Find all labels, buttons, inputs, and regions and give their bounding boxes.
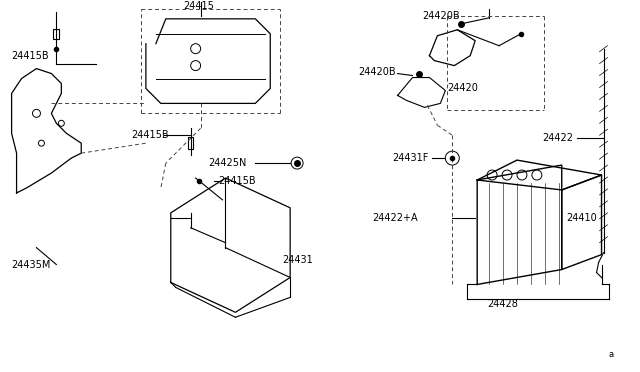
Text: 24435M: 24435M: [12, 260, 51, 270]
Text: 24422: 24422: [542, 133, 573, 143]
Circle shape: [517, 170, 527, 180]
Text: 24431: 24431: [282, 254, 313, 264]
Text: 24420B: 24420B: [422, 11, 460, 21]
Text: 24420B: 24420B: [358, 67, 396, 77]
Circle shape: [532, 170, 542, 180]
Text: 24431F: 24431F: [392, 153, 429, 163]
Text: 24428: 24428: [487, 299, 518, 310]
Circle shape: [502, 170, 512, 180]
Text: a: a: [609, 350, 614, 359]
Circle shape: [487, 170, 497, 180]
Text: 24422+A: 24422+A: [372, 213, 419, 223]
Text: 24425N: 24425N: [209, 158, 247, 168]
Text: 24415: 24415: [184, 1, 214, 11]
Text: 24415B: 24415B: [218, 176, 256, 186]
Bar: [188, 137, 193, 149]
Text: 24410: 24410: [567, 213, 598, 223]
Bar: [53, 29, 60, 39]
Text: 24420: 24420: [447, 83, 478, 93]
Text: 24415B: 24415B: [131, 130, 168, 140]
Text: 24415B: 24415B: [12, 51, 49, 61]
